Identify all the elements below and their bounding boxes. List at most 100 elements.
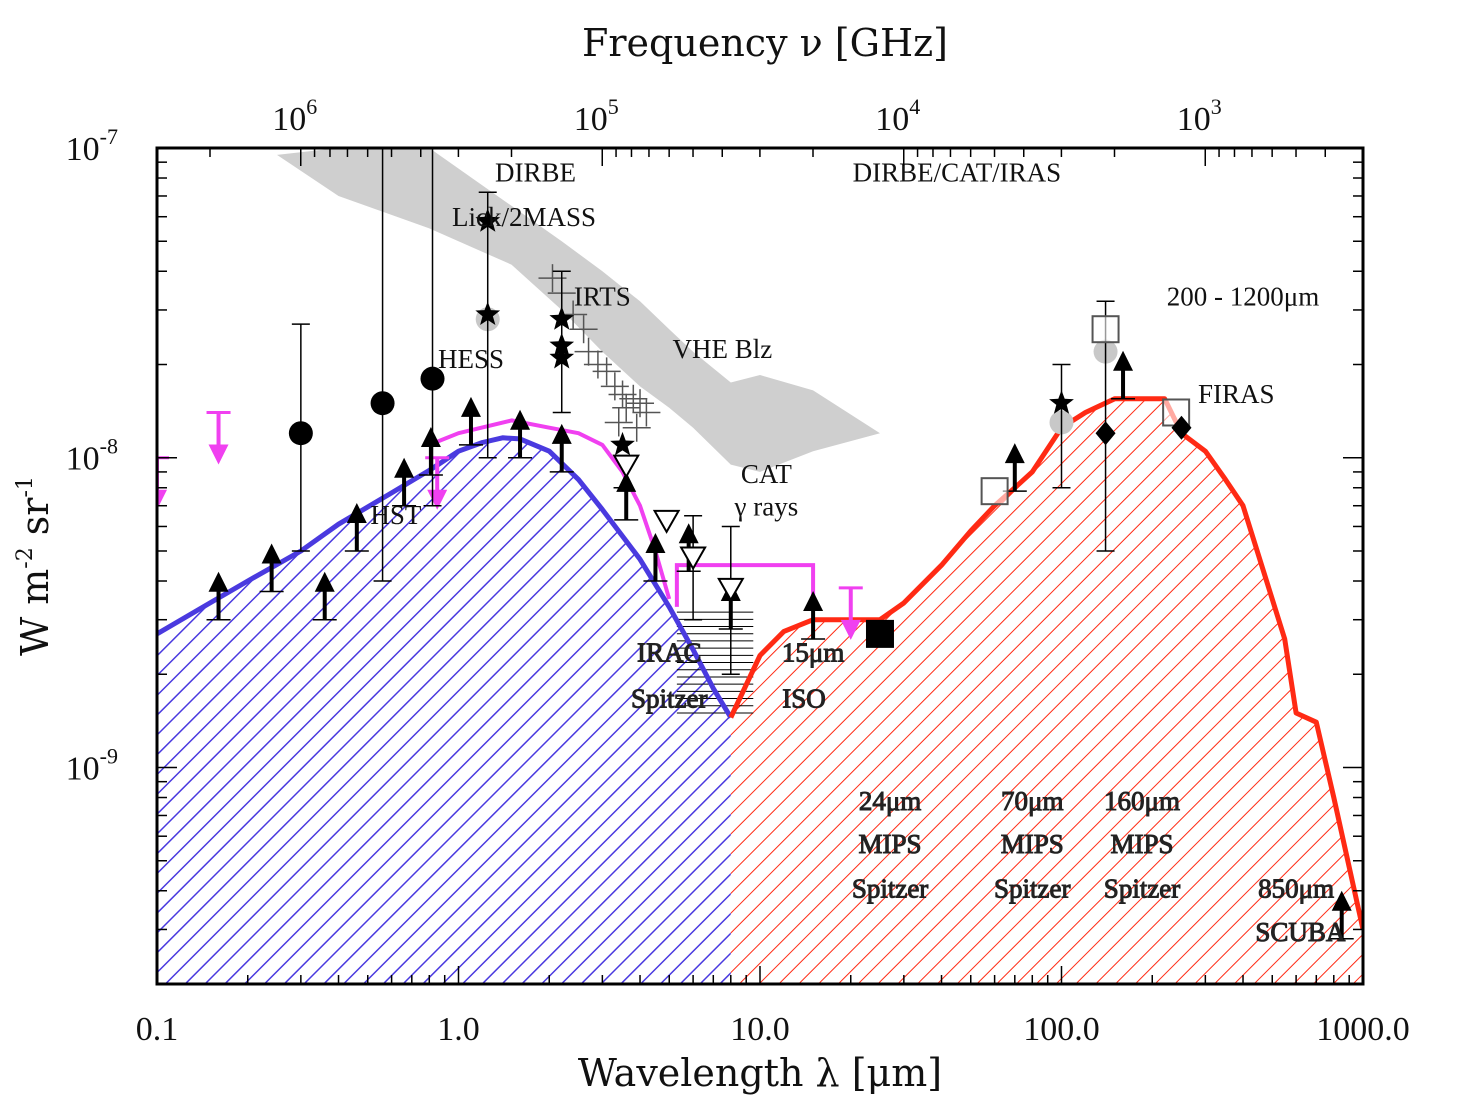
circle-marker <box>420 366 445 391</box>
hess-limit-arrowhead <box>157 489 167 510</box>
star-marker <box>549 344 575 369</box>
star-point <box>549 332 575 357</box>
annotation-label: Spitzer <box>1104 874 1180 904</box>
y-axis-title-sup2: -1 <box>13 476 38 497</box>
annotation-label: Lick/2MASS <box>452 202 596 232</box>
ticks: 0.1 1.0 10.0 100.0 1000.010-910-810-7 106 105 1… <box>66 94 1410 1048</box>
cross-point <box>619 384 648 413</box>
top-tick-exp: 5 <box>608 94 619 119</box>
annotation-label: γ rays <box>734 492 799 522</box>
annotation-label: 200 - 1200μm <box>1167 282 1319 312</box>
cross-point <box>608 380 637 409</box>
cross-point <box>632 398 661 427</box>
lower-limit-point <box>206 571 231 621</box>
y-tick-exp: -9 <box>100 743 118 768</box>
x-axis-title: Wavelength λ [μm] <box>578 1051 942 1095</box>
y-axis-title-main: W m <box>13 569 57 656</box>
lower-limit-arrowhead <box>551 423 572 444</box>
square-point <box>865 619 894 648</box>
cross-point <box>622 413 651 442</box>
lower-limit-point <box>1111 350 1136 400</box>
lower-limit-arrowhead <box>394 457 415 478</box>
annotation-label: FIRAS <box>1198 379 1275 409</box>
lower-limit-arrowhead <box>420 426 441 447</box>
circle-point <box>370 148 395 582</box>
annotation-label: HESS <box>438 344 504 374</box>
star-point <box>475 301 501 325</box>
square-marker <box>865 619 894 648</box>
top-tick-label: 103 <box>1177 94 1222 138</box>
lower-limit-arrowhead <box>616 471 637 492</box>
vhe-blazar-band-area <box>277 148 880 472</box>
annotation-label: 24μm <box>859 786 921 816</box>
triangle-point <box>717 525 745 676</box>
square-point <box>980 477 1009 506</box>
hess-box-line <box>674 563 816 607</box>
y-tick-exp: -7 <box>100 124 118 149</box>
annotation-label: ISO <box>782 684 826 714</box>
top-tick-label: 104 <box>875 94 920 138</box>
diamond-point <box>1095 421 1116 446</box>
lower-limit-arrowhead <box>803 590 824 611</box>
lower-limit-point <box>643 533 668 582</box>
star-marker <box>475 208 501 232</box>
lower-limit-point <box>614 471 639 521</box>
annotation-label: Spitzer <box>852 874 928 904</box>
annotations: DIRBE Lick/2MASS IRTS VHE Blz HESS DIRBE/CAT/… <box>370 157 1346 947</box>
x-tick-label: 0.1 <box>136 1011 179 1048</box>
hess-upper-limit-point <box>206 410 231 465</box>
top-tick-label: 106 <box>272 94 317 138</box>
star-marker <box>610 431 635 456</box>
square-marker <box>1091 315 1120 344</box>
hatched-fills <box>157 398 1363 984</box>
lower-limit-point <box>259 543 284 593</box>
annotation-label: Spitzer <box>631 684 707 714</box>
annotation-label: 850μm <box>1258 874 1334 904</box>
star-marker <box>549 332 575 357</box>
x-tick-label: 10.0 <box>730 1011 790 1048</box>
lower-limit-arrowhead <box>346 502 367 523</box>
annotation-label: 160μm <box>1104 786 1180 816</box>
lower-limit-point <box>801 590 826 640</box>
hess-curve-line <box>428 418 672 600</box>
top-tick-exp: 6 <box>306 94 317 119</box>
square-marker <box>980 477 1009 506</box>
annotation-label: Spitzer <box>994 874 1070 904</box>
lower-limit-point <box>312 571 337 621</box>
annotation-label: IRAC <box>637 637 702 667</box>
lower-limit-point <box>508 409 533 459</box>
lower-limit-point <box>344 502 369 552</box>
lower-limit-arrowhead <box>678 523 699 544</box>
annotation-label: MIPS <box>1001 829 1064 859</box>
annotation-label: DIRBE <box>495 157 576 187</box>
hess-upper-limit-point <box>838 586 863 640</box>
lower-limit-point <box>392 457 417 507</box>
annotation-label: IRTS <box>574 282 631 312</box>
y-tick-base: 10 <box>66 750 100 787</box>
hess-limit-arrowhead <box>208 444 229 465</box>
cross-point <box>600 372 629 401</box>
lower-limit-arrowhead <box>510 409 531 430</box>
triangle-point <box>612 454 640 479</box>
cib-hatched-area <box>730 398 1363 984</box>
triangle-marker <box>652 509 681 534</box>
annotation-label: MIPS <box>1111 829 1174 859</box>
annotation-label: 70μm <box>1001 786 1063 816</box>
x2-axis-title: Frequency ν [GHz] <box>582 21 948 65</box>
annotation-label: MIPS <box>859 829 922 859</box>
cib-curve-line <box>728 396 1363 931</box>
star-marker <box>549 306 575 330</box>
triangle-point <box>652 509 681 534</box>
hess-limit-arrowhead <box>840 619 861 640</box>
annotation-label: DIRBE/CAT/IRAS <box>853 157 1062 187</box>
top-tick-exp: 4 <box>909 94 920 119</box>
x-tick-label: 100.0 <box>1023 1011 1100 1048</box>
y-tick-exp: -8 <box>100 434 118 459</box>
circle-marker <box>288 421 313 446</box>
star-point <box>549 344 575 369</box>
lower-limit-arrowhead <box>1331 890 1352 911</box>
y-axis-title-mid: sr <box>13 497 57 548</box>
y-tick-label: 10-7 <box>66 124 118 168</box>
star-point <box>475 191 501 459</box>
cross-point <box>592 357 621 386</box>
